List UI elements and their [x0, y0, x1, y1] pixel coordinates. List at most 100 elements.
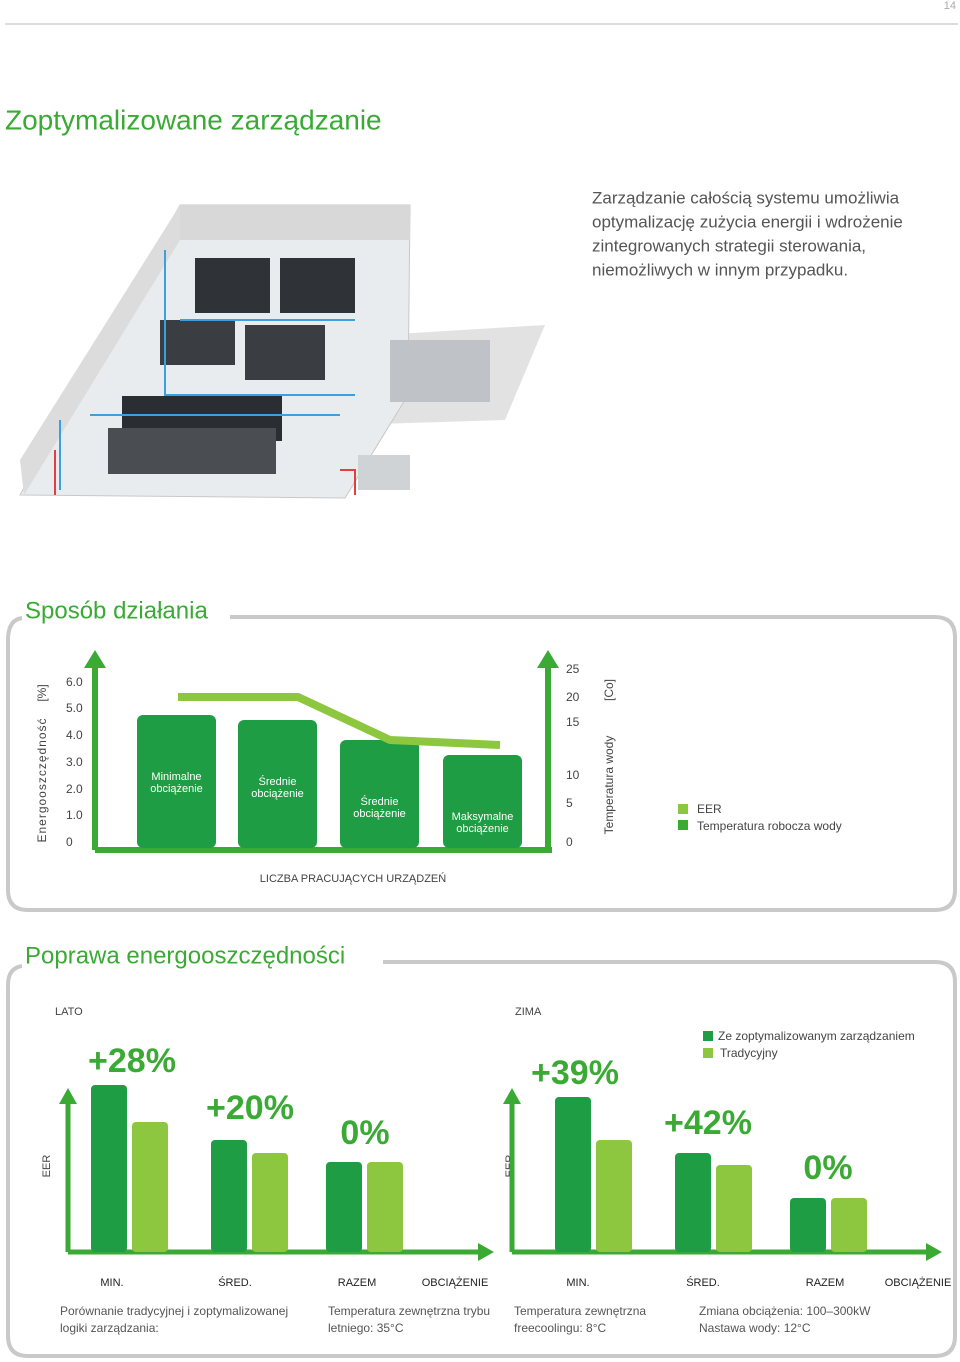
traditional-bar: [252, 1153, 288, 1252]
note-line: logiki zarządzania:: [60, 1321, 159, 1335]
page-title: Zoptymalizowane zarządzanie: [5, 104, 382, 135]
note-line: Zmiana obciążenia: 100–300kW: [699, 1304, 871, 1318]
category-label: RAZEM: [806, 1277, 845, 1289]
x-axis-label: LICZBA PRACUJĄCYCH URZĄDZEŃ: [260, 872, 446, 885]
y-tick-label: 2.0: [66, 782, 83, 796]
x-axis-label: OBCIĄŻENIE: [885, 1276, 952, 1289]
y-tick-label: 6.0: [66, 675, 83, 689]
y2-tick-label: 5: [566, 796, 573, 810]
category-label: ŚRED.: [218, 1276, 252, 1289]
y-tick-label: 3.0: [66, 755, 83, 769]
section-title: Poprawa energooszczędności: [25, 942, 345, 969]
legend-swatch: [678, 820, 688, 830]
y-axis-label: Energooszczędność: [35, 717, 49, 842]
panel-label: ZIMA: [515, 1006, 542, 1018]
intro-line: optymalizację zużycia energii i wdrożeni…: [592, 212, 903, 231]
load-bar: [340, 740, 419, 848]
y-axis-unit: [%]: [35, 684, 49, 701]
intro-line: Zarządzanie całością systemu umożliwia: [592, 188, 900, 207]
page-number: 14: [944, 0, 956, 12]
rack-group: [160, 320, 235, 365]
load-bar-label: Maksymalne: [452, 811, 514, 823]
note-line: Porównanie tradycyjnej i zoptymalizowane…: [60, 1304, 288, 1318]
intro-line: zintegrowanych strategii sterowania,: [592, 236, 866, 255]
rack-group: [280, 258, 355, 313]
traditional-bar: [596, 1140, 632, 1252]
y2-axis-label: Temperatura wody: [602, 736, 616, 835]
note-line: freecoolingu: 8°C: [514, 1321, 607, 1335]
legend-label: Tradycyjny: [720, 1046, 778, 1060]
legend-swatch: [703, 1048, 713, 1058]
axis-arrow: [503, 1088, 521, 1104]
value-label: +20%: [206, 1089, 294, 1127]
load-bar: [443, 755, 522, 848]
axis-arrow: [926, 1243, 942, 1261]
note-line: Temperatura zewnętrzna: [514, 1304, 646, 1318]
y2-tick-label: 10: [566, 768, 580, 782]
hot-pipe: [54, 450, 356, 495]
y2-tick-label: 20: [566, 690, 580, 704]
optimized-bar: [790, 1198, 826, 1252]
category-label: MIN.: [566, 1277, 589, 1289]
value-label: +42%: [664, 1104, 752, 1142]
load-bar-label: obciążenie: [251, 788, 304, 800]
axis-arrow: [478, 1243, 494, 1261]
chiller: [390, 340, 490, 402]
traditional-bar: [367, 1162, 403, 1252]
optimized-bar: [91, 1085, 127, 1252]
panel-label: LATO: [55, 1006, 83, 1018]
load-bar-label: obciążenie: [456, 823, 509, 835]
axis-arrow: [537, 650, 559, 668]
value-label: 0%: [803, 1149, 852, 1187]
load-bar: [238, 720, 317, 848]
y-tick-label: 5.0: [66, 701, 83, 715]
rack-group: [195, 258, 270, 313]
axis: [92, 662, 552, 853]
legend-swatch: [703, 1031, 713, 1041]
optimized-bar: [326, 1162, 362, 1252]
load-bar-label: obciążenie: [353, 808, 406, 820]
load-bar: [137, 715, 216, 848]
optimized-bar: [211, 1140, 247, 1252]
y2-tick-label: 0: [566, 835, 573, 849]
cold-pipe: [59, 250, 355, 490]
note-line: Nastawa wody: 12°C: [699, 1321, 811, 1335]
axis-arrow: [84, 650, 106, 668]
load-bar-label: Minimalne: [151, 771, 201, 783]
section-frame: [6, 615, 957, 912]
load-bar-label: obciążenie: [150, 783, 203, 795]
datacenter-illustration: [19, 204, 545, 499]
value-label: +39%: [531, 1054, 619, 1092]
section-frame: [6, 960, 957, 1358]
rack-group: [245, 325, 325, 380]
load-bar-label: Średnie: [259, 775, 297, 788]
traditional-bar: [716, 1165, 752, 1252]
water-temperature-line: [178, 693, 501, 749]
y2-tick-label: 25: [566, 662, 580, 676]
value-label: +28%: [88, 1042, 176, 1080]
axis-arrow: [59, 1088, 77, 1104]
section-title: Sposób działania: [25, 597, 208, 624]
y-tick-label: 1.0: [66, 808, 83, 822]
category-label: MIN.: [100, 1277, 123, 1289]
y-axis-label: EER: [41, 1155, 53, 1178]
y2-tick-label: 15: [566, 715, 580, 729]
legend-label: Ze zoptymalizowanym zarządzaniem: [718, 1029, 915, 1043]
optimized-bar: [675, 1153, 711, 1252]
load-bar-label: Średnie: [361, 795, 399, 808]
y-tick-label: 0: [66, 835, 73, 849]
optimized-bar: [555, 1097, 591, 1252]
note-line: letniego: 35°C: [328, 1321, 404, 1335]
dry-cooler: [358, 455, 410, 490]
legend-label: EER: [697, 802, 722, 816]
note-line: Temperatura zewnętrzna trybu: [328, 1304, 490, 1318]
y-tick-label: 4.0: [66, 728, 83, 742]
value-label: 0%: [340, 1114, 389, 1152]
category-label: RAZEM: [338, 1277, 377, 1289]
traditional-bar: [831, 1198, 867, 1252]
rack-row: [108, 428, 276, 474]
category-label: ŚRED.: [686, 1276, 720, 1289]
legend-label: Temperatura robocza wody: [697, 819, 842, 833]
